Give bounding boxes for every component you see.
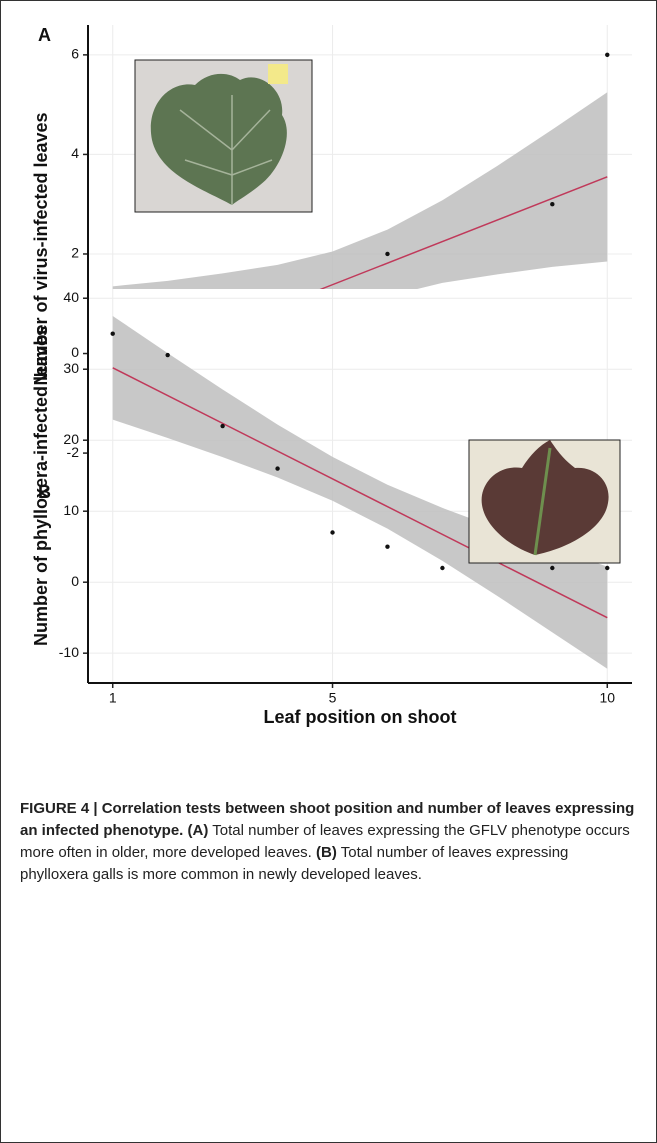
data-point — [165, 352, 170, 358]
caption-segment: FIGURE 4 | Correlation tests between sho… — [20, 800, 635, 839]
figure: -2 0 2 4 6 1 5 10 Leaf position on shoot Number o… — [31, 25, 632, 727]
data-point — [275, 466, 280, 471]
y-tick-label: 30 — [63, 360, 79, 376]
y-tick-label: 2 — [71, 245, 79, 261]
regression-line — [112, 367, 608, 619]
data-point — [605, 52, 610, 58]
x-axis-label: Leaf position on shoot — [264, 707, 457, 727]
y-tick-label: -10 — [59, 644, 79, 660]
caption-segment: Total number of leaves expressing phyllo… — [20, 844, 569, 883]
y-tick-label: 6 — [71, 46, 79, 62]
data-point — [330, 530, 335, 535]
caption-segment: Total number of leaves expressing the GF… — [20, 822, 630, 861]
y-tick-label: -2 — [67, 444, 80, 460]
y-tick-label: 10 — [63, 502, 79, 518]
leaf-photo-b — [468, 439, 621, 564]
y-tick-label: 40 — [63, 289, 79, 305]
panel-label: B — [38, 482, 51, 502]
y-axis-label: Number of virus-infected leaves — [31, 112, 51, 385]
y-tick-label: 0 — [71, 344, 79, 360]
data-point — [605, 565, 610, 571]
y-axis-label: Number of phylloxera-infected leaves — [31, 326, 51, 646]
caption-segment: (B) — [316, 844, 337, 861]
y-tick-label: 0 — [71, 573, 79, 589]
caption-segment: (A) — [187, 822, 209, 839]
x-tick-label: 5 — [329, 690, 337, 706]
x-tick-label: 10 — [599, 690, 615, 706]
data-point — [110, 331, 115, 336]
data-point — [220, 423, 225, 429]
y-tick-label: 4 — [71, 145, 79, 161]
data-point — [440, 565, 445, 571]
data-point — [550, 565, 555, 571]
x-tick-label: 1 — [109, 690, 117, 706]
data-point — [550, 202, 555, 207]
leaf-photo-a — [134, 59, 313, 213]
panel-label: A — [38, 25, 51, 45]
figure-caption: FIGURE 4 | Correlation tests between sho… — [20, 798, 640, 886]
y-tick-label: 20 — [63, 431, 79, 447]
data-point — [385, 251, 390, 257]
data-point — [385, 544, 390, 549]
